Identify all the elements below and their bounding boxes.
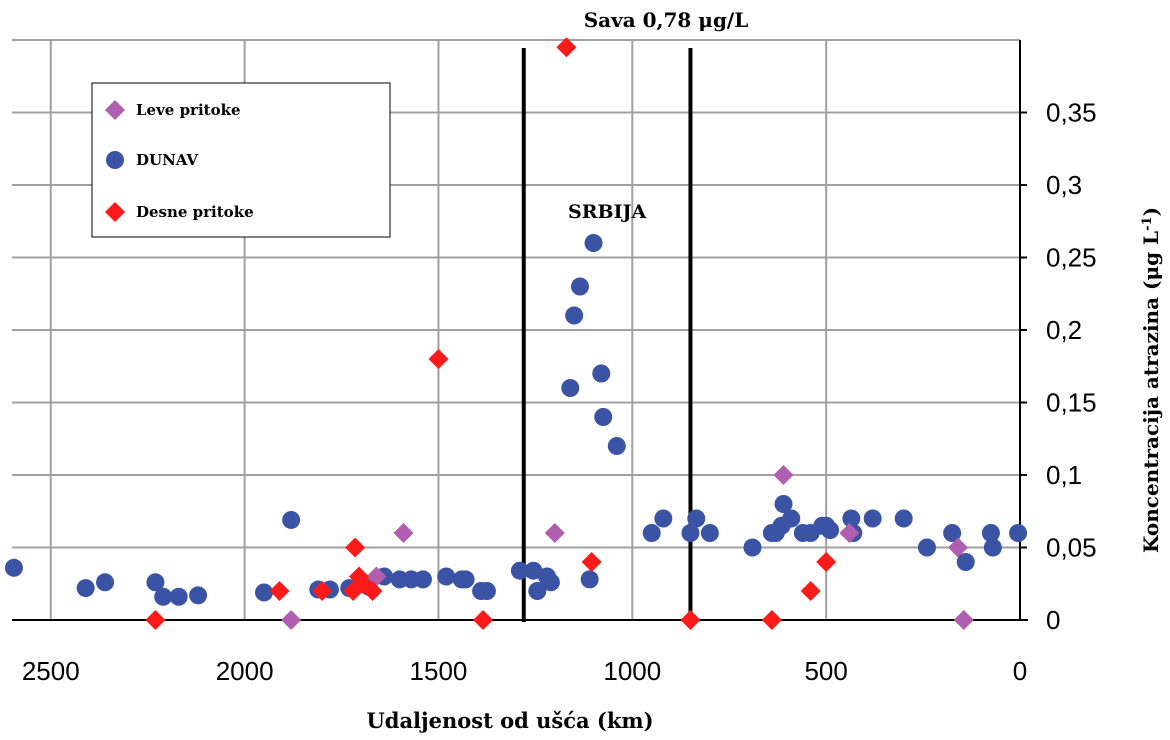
leve-pritoke-point-5: [281, 610, 302, 630]
dunav-point-36: [654, 509, 673, 528]
dunav-point-4: [154, 587, 173, 606]
legend-marker-dunav: [106, 151, 124, 169]
annotation-srbija: SRBIJA: [568, 201, 646, 223]
dunav-point-29: [570, 277, 589, 296]
dunav-point-27: [580, 570, 599, 589]
leve-pritoke-point-4: [947, 537, 968, 558]
desne-pritoke-point-15: [816, 552, 837, 572]
dunav-point-6: [189, 586, 208, 605]
x-axis-label: Udaljenost od ušća (km): [366, 708, 653, 733]
dunav-point-16: [413, 570, 432, 589]
legend-label-desne-pritoke: Desne pritoke: [136, 203, 254, 221]
desne-pritoke-point-2: [312, 581, 333, 601]
x-tick-label-0: 2500: [22, 656, 80, 686]
y-tick-label-2: 0,1: [1046, 460, 1082, 490]
leve-pritoke-point-2: [773, 465, 794, 485]
dunav-point-21: [477, 582, 496, 600]
desne-pritoke-point-1: [269, 581, 290, 601]
y-tick-label-5: 0,25: [1046, 243, 1097, 273]
y-tick-label-0: 0: [1046, 605, 1060, 635]
dunav-point-54: [894, 509, 913, 528]
x-tick-label-4: 500: [804, 656, 847, 686]
desne-pritoke-point-4: [345, 537, 366, 558]
dunav-point-8: [282, 510, 301, 529]
desne-pritoke-point-0: [145, 610, 166, 630]
dunav-point-3: [146, 573, 165, 592]
x-tick-label-1: 2000: [216, 656, 274, 686]
dunav-point-56: [943, 524, 962, 542]
dunav-point-39: [700, 524, 719, 542]
dunav-point-7: [255, 583, 273, 602]
y-tick-labels: 0 0,05 0,1 0,15 0,2 0,25 0,3 0,35: [1046, 98, 1097, 636]
dunav-point-44: [774, 495, 793, 513]
y-axis-label: Koncentracija atrazina (μg L-1): [1139, 207, 1163, 553]
dunav-point-58: [981, 524, 1000, 542]
plot-axes: [12, 40, 1028, 621]
dunav-point-30: [565, 306, 584, 325]
x-tick-label-5: 0: [1013, 656, 1027, 686]
y-tick-label-6: 0,3: [1046, 170, 1082, 200]
dunav-point-45: [782, 509, 801, 528]
desne-pritoke-point-11: [581, 552, 602, 572]
leve-pritoke-point-1: [544, 523, 565, 543]
dunav-point-1: [76, 579, 95, 598]
dunav-point-60: [1009, 524, 1028, 542]
y-tick-label-4: 0,2: [1046, 315, 1082, 345]
y-tick-label-7: 0,35: [1046, 98, 1097, 128]
dunav-point-34: [607, 437, 626, 455]
desne-pritoke-point-9: [473, 610, 494, 630]
annotation-sava: Sava 0,78 μg/L: [584, 8, 749, 32]
dunav-point-26: [541, 573, 560, 592]
x-tick-labels: 2500 2000 1500 1000 500 0: [22, 656, 1027, 686]
leve-pritoke-point-6: [953, 610, 974, 630]
dunav-point-53: [863, 509, 882, 528]
dunav-point-51: [842, 509, 861, 528]
desne-pritoke-point-7: [362, 581, 383, 601]
leve-pritoke-point-7: [366, 566, 387, 587]
leve-pritoke-point-3: [839, 523, 860, 543]
dunav-point-2: [96, 573, 115, 592]
dunav-point-23: [524, 561, 543, 580]
dunav-point-57: [956, 553, 975, 571]
dunav-point-31: [561, 379, 580, 397]
y-axis-label-main: Koncentracija atrazina (μg L: [1139, 231, 1163, 553]
desne-pritoke-point-14: [800, 581, 821, 601]
legend-box: [91, 82, 391, 238]
desne-pritoke-point-10: [556, 37, 577, 58]
dunav-point-35: [642, 524, 661, 542]
dunav-point-19: [456, 570, 475, 589]
legend-label-dunav: DUNAV: [136, 151, 198, 169]
dunav-point-55: [917, 538, 936, 557]
dunav-point-33: [594, 408, 613, 426]
y-axis-label-sup: -1: [1140, 216, 1155, 230]
dunav-point-40: [743, 538, 762, 557]
dunav-point-59: [983, 538, 1002, 557]
desne-pritoke-point-12: [680, 610, 701, 630]
desne-pritoke-point-8: [428, 349, 449, 369]
dunav-point-38: [687, 509, 706, 528]
leve-pritoke-point-0: [393, 523, 414, 543]
dunav-point-0: [4, 558, 23, 577]
x-tick-label-3: 1000: [603, 656, 661, 686]
dunav-point-17: [437, 567, 456, 586]
dunav-point-5: [169, 587, 188, 606]
legend: Leve pritoke DUNAV Desne pritoke: [91, 82, 391, 238]
dunav-point-32: [592, 364, 611, 383]
y-axis-label-close: ): [1139, 207, 1163, 216]
y-tick-label-3: 0,15: [1046, 388, 1097, 418]
dunav-point-37: [681, 524, 700, 542]
legend-marker-leve-pritoke: [105, 100, 125, 120]
dunav-point-50: [821, 521, 840, 540]
desne-pritoke-point-13: [761, 610, 782, 630]
x-tick-label-2: 1500: [410, 656, 468, 686]
dunav-point-28: [584, 234, 603, 252]
dunav-point-24: [528, 582, 547, 600]
legend-marker-desne-pritoke: [105, 202, 125, 222]
dunav-point-22: [510, 561, 529, 580]
data-points: [4, 37, 1028, 630]
legend-label-leve-pritoke: Leve pritoke: [136, 101, 241, 119]
y-tick-label-1: 0,05: [1046, 533, 1097, 563]
